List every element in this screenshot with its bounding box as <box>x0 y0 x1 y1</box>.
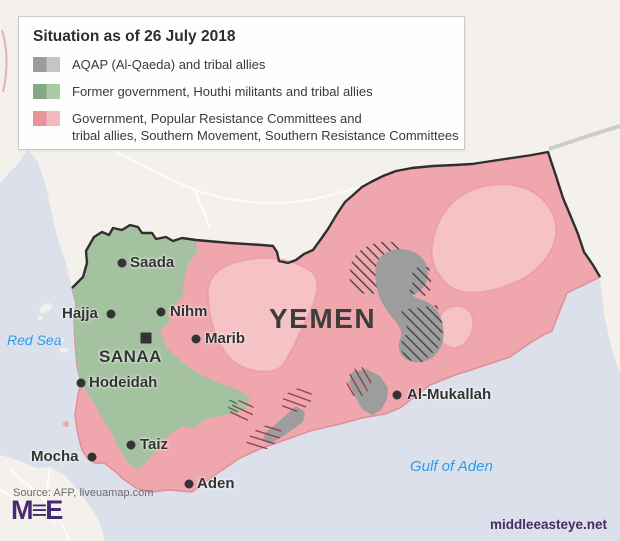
city-label-mukallah: Al-Mukallah <box>407 386 492 403</box>
city-label-nihm: Nihm <box>170 303 208 320</box>
city-marker-hajja <box>106 309 116 319</box>
city-marker-taiz <box>126 440 136 450</box>
city-marker-mocha <box>87 452 97 462</box>
city-marker-mukallah <box>392 390 402 400</box>
legend-label-houthi: Former government, Houthi militants and … <box>72 84 373 100</box>
africa-land <box>0 455 105 541</box>
legend-swatch-houthi <box>33 84 60 100</box>
mee-logo: M≡E <box>11 495 63 525</box>
capital-label-sanaa: SANAA <box>99 347 162 366</box>
legend-swatch-gov <box>33 111 60 127</box>
legend-box: Situation as of 26 July 2018 AQAP (Al-Qa… <box>18 16 465 150</box>
city-label-mocha: Mocha <box>31 448 79 465</box>
perim-island <box>63 421 69 427</box>
legend-label-aqap: AQAP (Al-Qaeda) and tribal allies <box>72 57 266 72</box>
city-label-hodeidah: Hodeidah <box>89 374 158 391</box>
city-label-marib: Marib <box>205 330 246 347</box>
city-marker-nihm <box>156 307 166 317</box>
gray-road <box>548 124 620 151</box>
legend-item-gov: Government, Popular Resistance Committee… <box>33 110 459 144</box>
city-label-hajja: Hajja <box>62 305 98 322</box>
yemen-border <box>71 150 602 289</box>
capital-marker-sanaa <box>140 332 152 344</box>
aqap-hatch-overlay <box>399 267 444 362</box>
sea-label-gulf-of-aden: Gulf of Aden <box>410 458 493 475</box>
red-sea-islands <box>37 303 69 353</box>
site-url: middleeasteye.net <box>489 517 607 532</box>
city-label-saada: Saada <box>130 254 175 271</box>
city-label-aden: Aden <box>197 475 235 492</box>
source-credit: Source: AFP, liveuamap.com <box>13 487 154 499</box>
city-marker-saada <box>117 258 127 268</box>
country-label: YEMEN <box>269 303 377 334</box>
map-edge-line <box>1 29 8 93</box>
city-marker-marib <box>191 334 201 344</box>
government-zone-light <box>206 183 558 373</box>
legend-item-aqap: AQAP (Al-Qaeda) and tribal allies <box>33 56 450 73</box>
contested-hatch-patches <box>230 367 372 452</box>
africa-roads <box>0 466 71 541</box>
legend-title: Situation as of 26 July 2018 <box>33 28 236 45</box>
city-label-taiz: Taiz <box>140 436 169 453</box>
houthi-zone <box>72 225 250 469</box>
legend-item-houthi: Former government, Houthi militants and … <box>33 83 450 100</box>
contested-hatch-green <box>227 399 239 415</box>
legend-swatch-aqap <box>33 57 60 72</box>
city-marker-aden <box>184 479 194 489</box>
legend-label-gov: Government, Popular Resistance Committee… <box>72 111 459 144</box>
city-markers <box>76 258 402 489</box>
sea-label-red-sea: Red Sea <box>7 332 62 348</box>
city-marker-hodeidah <box>76 378 86 388</box>
